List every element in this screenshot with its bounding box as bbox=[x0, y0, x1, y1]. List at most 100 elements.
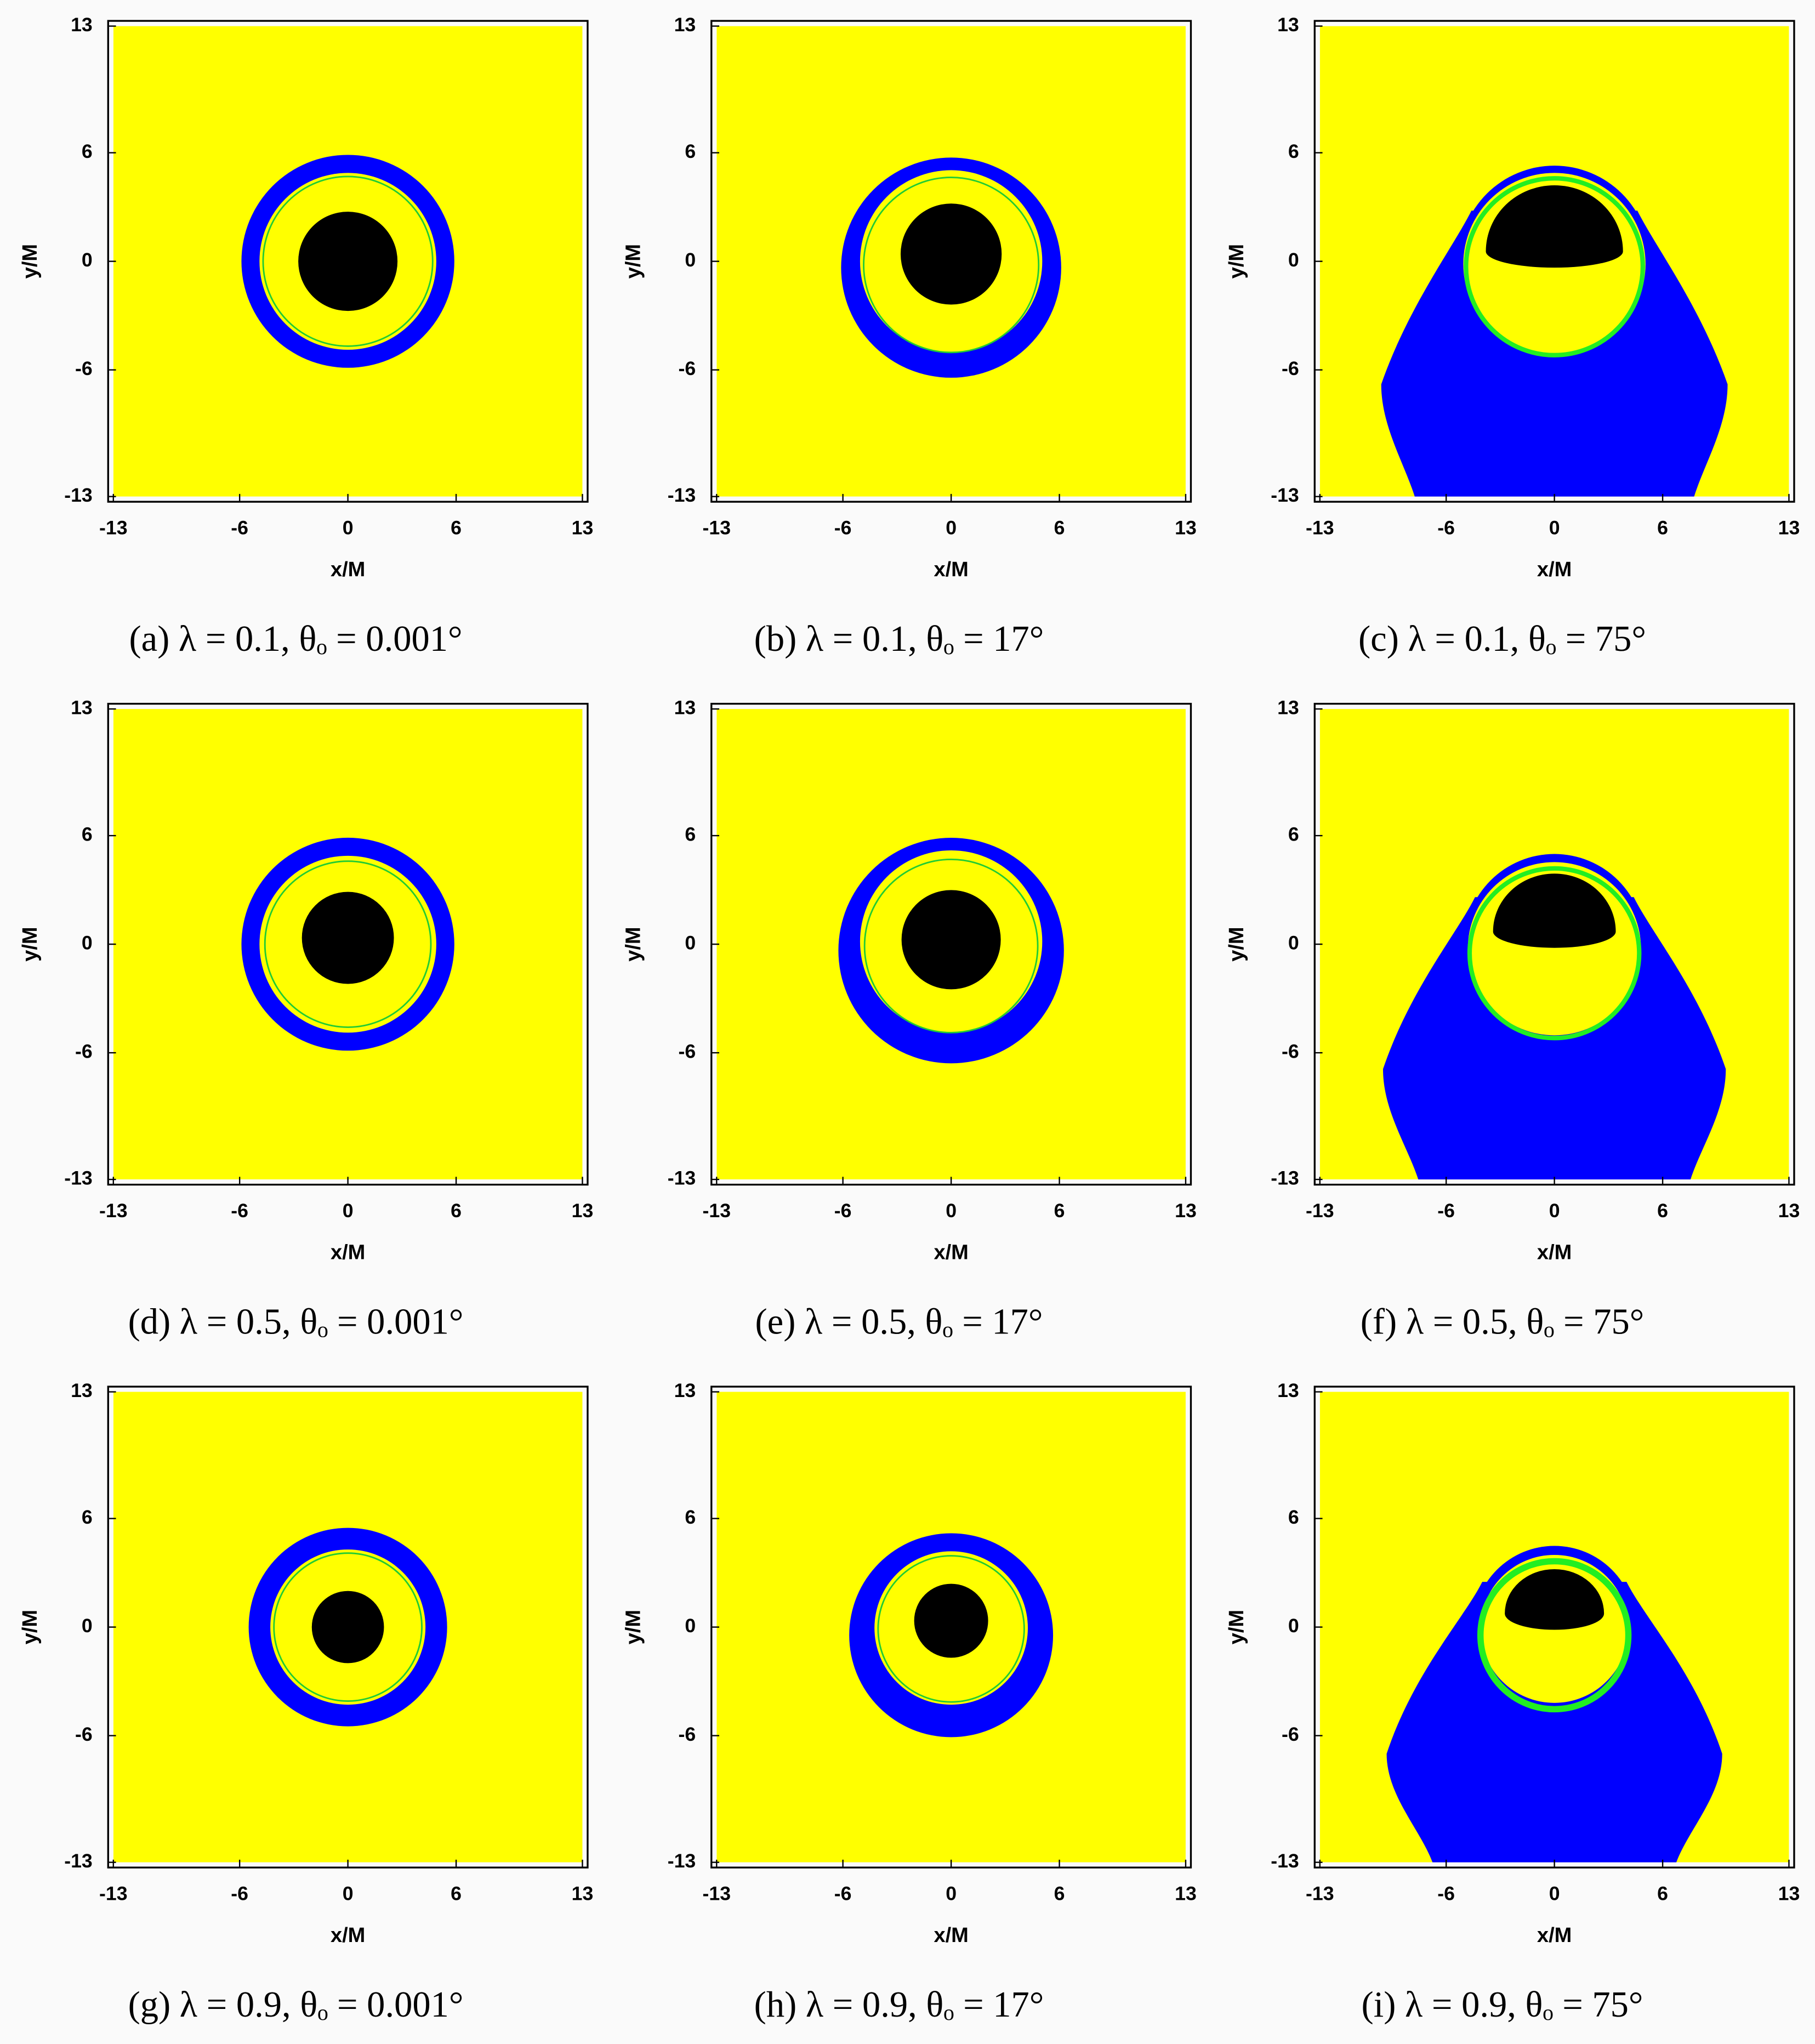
x-tick-label: 6 bbox=[451, 1882, 462, 1904]
x-axis-label: x/M bbox=[934, 558, 968, 581]
x-tick-label: 6 bbox=[451, 1200, 462, 1222]
x-tick-label: 13 bbox=[1778, 1882, 1800, 1904]
y-tick-label: 0 bbox=[1288, 249, 1299, 271]
panel: -13 -6 0 6 13 -13 -6 0 6 13 x/M y/M (f) λ = 0.5, θₒ … bbox=[1225, 696, 1800, 1342]
x-tick-label: -6 bbox=[1437, 1882, 1455, 1904]
y-tick-label: -6 bbox=[679, 1723, 696, 1745]
y-axis-label: y/M bbox=[622, 1610, 645, 1644]
shadow bbox=[1486, 185, 1623, 268]
image bbox=[1319, 709, 1789, 1180]
y-tick-label: 6 bbox=[1288, 1506, 1299, 1528]
y-tick-label: -13 bbox=[64, 1167, 93, 1189]
x-tick-label: -6 bbox=[1437, 516, 1455, 538]
x-tick-label: 6 bbox=[1054, 516, 1065, 538]
photon-ring bbox=[863, 859, 1039, 1034]
panel: -13 -6 0 6 13 -13 -6 0 6 13 x/M y/M (b) λ = 0.1, θₒ … bbox=[622, 14, 1197, 659]
y-tick-label: 6 bbox=[685, 1506, 696, 1528]
x-tick-label: 6 bbox=[1657, 1882, 1668, 1904]
y-tick-label: -6 bbox=[679, 357, 696, 379]
y-tick-label: -13 bbox=[668, 484, 696, 506]
image bbox=[1319, 26, 1789, 497]
y-tick-label: 13 bbox=[674, 14, 696, 36]
y-tick-label: -13 bbox=[64, 484, 93, 506]
y-tick-label: 6 bbox=[1288, 824, 1299, 845]
x-tick-label: 13 bbox=[1175, 1882, 1197, 1904]
x-tick-label: -6 bbox=[1437, 1200, 1455, 1222]
y-tick-label: 0 bbox=[1288, 1615, 1299, 1637]
y-tick-label: 6 bbox=[82, 1506, 93, 1528]
y-tick-label: 13 bbox=[1277, 14, 1299, 36]
blue-region bbox=[1386, 1582, 1722, 1863]
x-tick-label: 13 bbox=[572, 1200, 594, 1222]
y-axis-label: y/M bbox=[19, 1610, 42, 1644]
y-tick-label: 0 bbox=[82, 249, 93, 271]
y-tick-label: 6 bbox=[82, 140, 93, 162]
x-tick-label: 0 bbox=[1549, 516, 1560, 538]
y-tick-label: 13 bbox=[1277, 696, 1299, 718]
y-tick-label: -6 bbox=[1282, 1041, 1299, 1063]
x-tick-label: -13 bbox=[1306, 1200, 1334, 1222]
x-tick-label: 13 bbox=[1175, 516, 1197, 538]
y-tick-label: -13 bbox=[1271, 1850, 1299, 1872]
caption: (f) λ = 0.5, θₒ = 75° bbox=[1361, 1302, 1645, 1342]
x-axis-label: x/M bbox=[1537, 558, 1572, 581]
y-tick-label: 0 bbox=[82, 932, 93, 954]
y-axis-label: y/M bbox=[19, 244, 42, 279]
photon-ring bbox=[264, 860, 432, 1028]
y-tick-label: 6 bbox=[1288, 140, 1299, 162]
x-tick-label: 0 bbox=[1549, 1882, 1560, 1904]
shadow bbox=[1493, 873, 1616, 948]
y-axis-label: y/M bbox=[1225, 244, 1248, 279]
y-tick-label: 13 bbox=[71, 696, 93, 718]
x-tick-label: 0 bbox=[946, 1882, 957, 1904]
y-tick-label: 0 bbox=[82, 1615, 93, 1637]
shadow bbox=[301, 892, 394, 984]
y-tick-label: 13 bbox=[1277, 1379, 1299, 1401]
x-tick-label: -6 bbox=[231, 1200, 248, 1222]
x-tick-label: -6 bbox=[834, 1200, 852, 1222]
x-tick-label: 13 bbox=[1778, 516, 1800, 538]
y-tick-label: -6 bbox=[679, 1041, 696, 1063]
photon-ring bbox=[1464, 176, 1645, 357]
y-tick-label: -13 bbox=[64, 1850, 93, 1872]
y-tick-label: -6 bbox=[1282, 357, 1299, 379]
x-tick-label: 6 bbox=[1657, 516, 1668, 538]
y-tick-label: 0 bbox=[1288, 932, 1299, 954]
x-tick-label: -13 bbox=[1306, 1882, 1334, 1904]
x-tick-label: 6 bbox=[1657, 1200, 1668, 1222]
x-tick-label: -6 bbox=[231, 516, 248, 538]
x-tick-label: -13 bbox=[99, 1882, 128, 1904]
y-tick-label: -13 bbox=[668, 1850, 696, 1872]
y-tick-label: -6 bbox=[75, 1723, 93, 1745]
y-tick-label: -6 bbox=[1282, 1723, 1299, 1745]
shadow bbox=[1505, 1569, 1605, 1630]
image bbox=[716, 26, 1186, 497]
shadow bbox=[901, 890, 1001, 990]
x-tick-label: -13 bbox=[703, 1882, 731, 1904]
x-axis-label: x/M bbox=[934, 1924, 968, 1947]
y-tick-label: 6 bbox=[685, 824, 696, 845]
panel: -13 -6 0 6 13 -13 -6 0 6 13 x/M y/M (d) λ = 0.5, θₒ … bbox=[19, 696, 593, 1342]
x-tick-label: 13 bbox=[1175, 1200, 1197, 1222]
x-tick-label: 0 bbox=[946, 516, 957, 538]
photon-ring bbox=[1477, 1558, 1632, 1713]
photon-ring bbox=[262, 175, 434, 347]
x-tick-label: -6 bbox=[834, 516, 852, 538]
image bbox=[113, 709, 583, 1180]
x-axis-label: x/M bbox=[1537, 1924, 1572, 1947]
caption: (b) λ = 0.1, θₒ = 17° bbox=[754, 619, 1044, 659]
x-axis-label: x/M bbox=[331, 558, 365, 581]
y-axis-label: y/M bbox=[622, 244, 645, 279]
panel: -13 -6 0 6 13 -13 -6 0 6 13 x/M y/M (a) λ = 0.1, θₒ … bbox=[19, 14, 593, 659]
x-tick-label: -13 bbox=[99, 516, 128, 538]
x-tick-label: -13 bbox=[99, 1200, 128, 1222]
y-axis-label: y/M bbox=[622, 927, 645, 961]
y-tick-label: 0 bbox=[685, 249, 696, 271]
panel: -13 -6 0 6 13 -13 -6 0 6 13 x/M y/M (e) λ = 0.5, θₒ … bbox=[622, 696, 1197, 1342]
y-tick-label: 13 bbox=[674, 696, 696, 718]
panel: -13 -6 0 6 13 -13 -6 0 6 13 x/M y/M (h) λ = 0.9, θₒ … bbox=[622, 1379, 1197, 2025]
x-tick-label: 6 bbox=[1054, 1200, 1065, 1222]
x-tick-label: 13 bbox=[572, 1882, 594, 1904]
y-tick-label: -13 bbox=[1271, 484, 1299, 506]
shadow bbox=[900, 203, 1002, 305]
